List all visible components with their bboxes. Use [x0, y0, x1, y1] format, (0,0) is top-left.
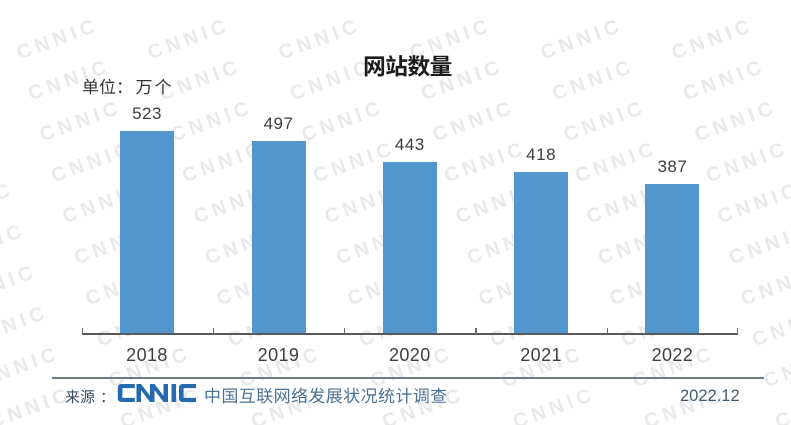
svg-text:CNNIC: CNNIC: [561, 96, 649, 146]
svg-text:CNNIC: CNNIC: [738, 260, 791, 310]
svg-text:CNNIC: CNNIC: [0, 219, 29, 269]
svg-text:CNNIC: CNNIC: [749, 301, 791, 351]
svg-text:CNNIC: CNNIC: [0, 383, 75, 425]
svg-text:CNNIC: CNNIC: [680, 55, 768, 105]
svg-text:CNNIC: CNNIC: [726, 219, 791, 269]
svg-text:CNNIC: CNNIC: [715, 178, 791, 228]
svg-text:CNNIC: CNNIC: [761, 342, 791, 392]
svg-text:CNNIC: CNNIC: [538, 14, 626, 64]
svg-text:CNNIC: CNNIC: [145, 14, 233, 64]
svg-text:CNNIC: CNNIC: [692, 96, 780, 146]
svg-text:CNNIC: CNNIC: [549, 55, 637, 105]
svg-text:CNNIC: CNNIC: [669, 14, 757, 64]
svg-text:CNNIC: CNNIC: [0, 342, 63, 392]
svg-text:CNNIC: CNNIC: [276, 14, 364, 64]
svg-text:CNNIC: CNNIC: [0, 260, 40, 310]
svg-text:CNNIC: CNNIC: [14, 14, 102, 64]
svg-text:CNNIC: CNNIC: [510, 383, 598, 425]
svg-text:CNNIC: CNNIC: [0, 301, 52, 351]
svg-text:CNNIC: CNNIC: [703, 137, 791, 187]
